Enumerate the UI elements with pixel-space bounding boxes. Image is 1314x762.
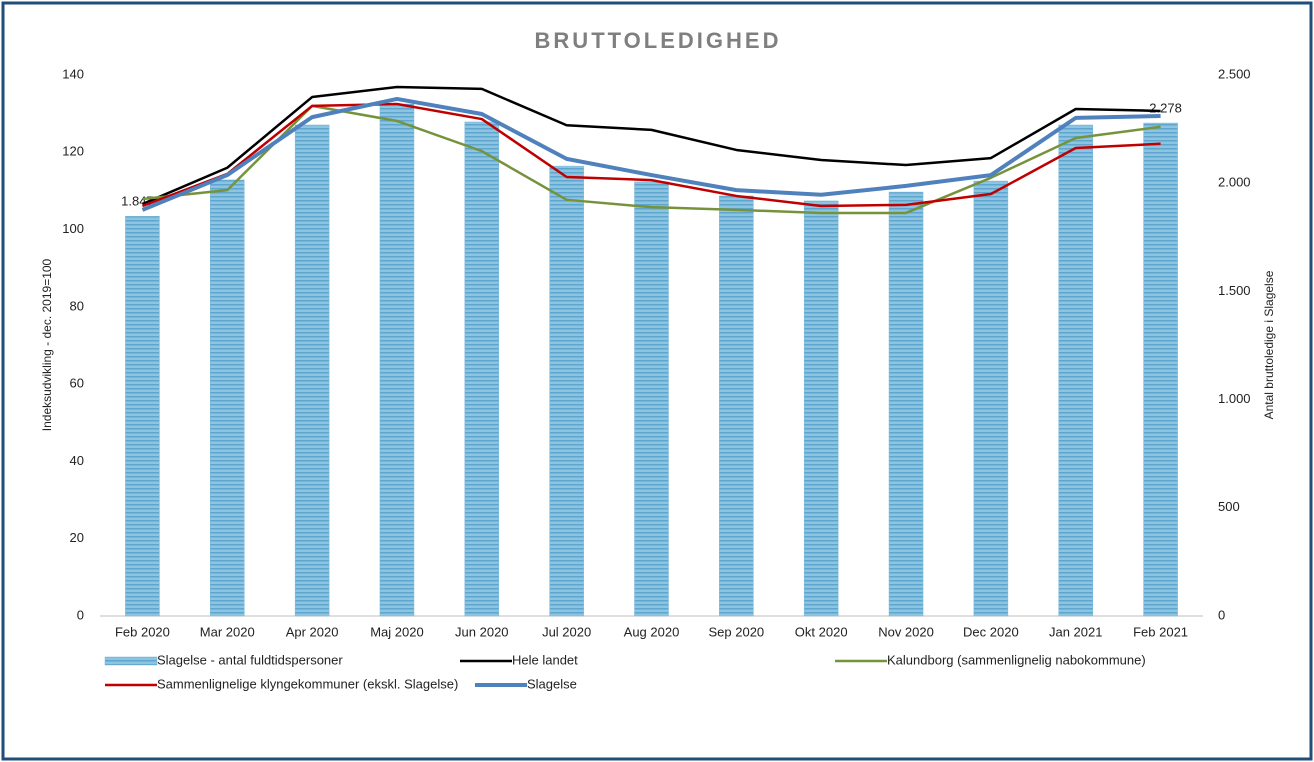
bar [1058,124,1093,617]
x-tick-label: Maj 2020 [370,624,423,639]
line-series [141,85,1161,206]
y2-tick-label: 1.500 [1218,283,1251,298]
y2-tick-label: 1.000 [1218,391,1251,406]
chart-title: BRUTTOLEDIGHED [535,28,782,53]
y2-tick-label: 2.500 [1218,66,1251,81]
bar [973,180,1009,617]
bar [379,103,415,617]
y-tick-label: 0 [77,607,84,622]
bar [1143,122,1178,617]
x-tick-label: Dec 2020 [963,624,1019,639]
bar [888,191,924,617]
x-tick-label: Okt 2020 [795,624,848,639]
legend-label: Slagelse - antal fuldtidspersoner [157,652,343,667]
line-series [141,102,1161,208]
legend-swatch [104,656,158,666]
x-tick-label: Jul 2020 [542,624,591,639]
legend-label: Hele landet [512,652,578,667]
x-tick-label: Nov 2020 [878,624,934,639]
y2-axis-label: Antal bruttoledige i Slagelse [1262,270,1276,419]
y2-tick-label: 500 [1218,499,1240,514]
bar [803,200,839,617]
bar [125,216,160,617]
x-tick-label: Feb 2021 [1133,624,1188,639]
legend-label: Sammenlignelige klyngekommuner (ekskl. S… [157,676,458,691]
y-tick-label: 80 [70,298,84,313]
bar [210,179,245,617]
bar [634,181,669,617]
x-tick-label: Feb 2020 [115,624,170,639]
x-tick-label: Sep 2020 [709,624,765,639]
y-tick-label: 100 [62,221,84,236]
y-tick-label: 40 [70,453,84,468]
y-tick-label: 60 [70,376,84,391]
bar [294,124,330,617]
data-label: 2.278 [1149,100,1182,115]
legend-label: Kalundborg (sammenlignelig nabokommune) [887,652,1146,667]
x-tick-label: Jun 2020 [455,624,509,639]
x-tick-label: Aug 2020 [624,624,680,639]
y2-tick-label: 2.000 [1218,175,1251,190]
y2-tick-label: 0 [1218,607,1225,622]
x-tick-label: Apr 2020 [286,624,339,639]
bar [549,165,584,617]
legend-label: Slagelse [527,676,577,691]
y-axis-label: Indeksudvikling - dec. 2019=100 [40,258,54,431]
line-series [141,96,1161,212]
bar [464,121,500,617]
x-tick-label: Mar 2020 [200,624,255,639]
y-tick-label: 20 [70,530,84,545]
y-tick-label: 120 [62,144,84,159]
bar [719,195,754,617]
x-tick-label: Jan 2021 [1049,624,1103,639]
y-tick-label: 140 [62,66,84,81]
